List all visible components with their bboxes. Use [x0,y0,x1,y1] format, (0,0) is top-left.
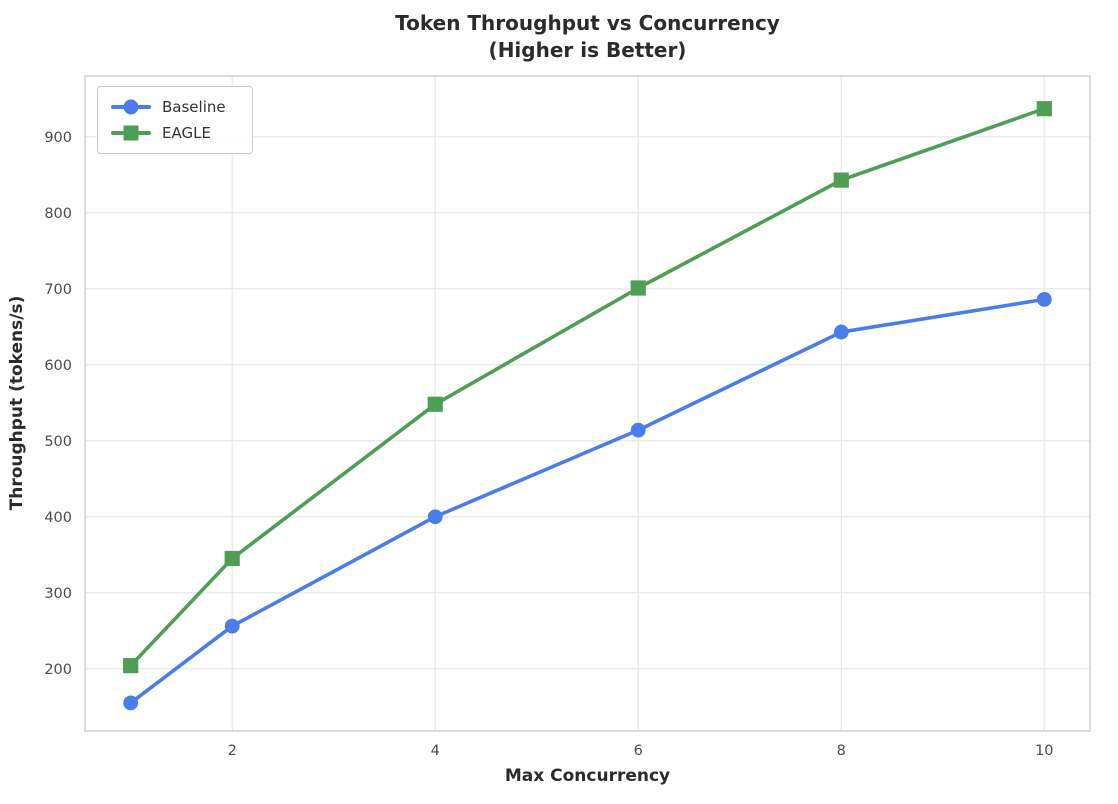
series-line-eagle [128,106,1047,668]
marker-eagle-10 [1036,101,1052,117]
marker-baseline-8 [833,324,849,340]
x-tick-label-10: 10 [1035,743,1053,759]
y-axis-label: Throughput (tokens/s) [7,295,27,511]
legend-label-eagle: EAGLE [162,124,211,142]
marker-eagle-8 [833,172,849,188]
x-tick-label-4: 4 [431,743,440,759]
marker-baseline-1 [123,695,139,711]
y-tick-label-200: 200 [44,662,72,678]
marker-eagle-4 [427,396,443,412]
plot-border [84,75,1091,732]
eagle-line-square-marker-icon [111,125,151,141]
marker-baseline-4 [427,509,443,525]
chart-title: Token Throughput vs Concurrency [395,11,780,35]
legend-label-baseline: Baseline [162,98,226,116]
x-tick-label-6: 6 [634,743,643,759]
legend-item-eagle: EAGLE [111,121,240,145]
y-tick-label-400: 400 [44,510,72,526]
chart-subtitle: (Higher is Better) [488,38,687,62]
marker-baseline-6 [630,422,646,438]
x-axis-label: Max Concurrency [504,766,671,786]
chart-title-block: Token Throughput vs Concurrency (Higher … [85,10,1090,64]
x-tick-label-2: 2 [228,743,237,759]
marker-baseline-2 [224,618,240,634]
legend: Baseline EAGLE [97,86,253,154]
marker-eagle-1 [123,658,139,674]
y-tick-label-600: 600 [44,358,72,374]
marker-eagle-6 [630,280,646,296]
baseline-line-circle-marker-icon [111,99,151,115]
marker-eagle-2 [224,550,240,567]
marker-baseline-10 [1036,291,1052,307]
y-tick-label-500: 500 [44,434,72,450]
y-tick-label-700: 700 [44,282,72,298]
y-tick-label-300: 300 [44,586,72,602]
y-tick-label-800: 800 [44,206,72,222]
y-tick-label-900: 900 [44,130,72,146]
x-tick-label-8: 8 [837,743,846,759]
series-line-baseline [128,297,1047,705]
legend-item-baseline: Baseline [111,95,240,119]
